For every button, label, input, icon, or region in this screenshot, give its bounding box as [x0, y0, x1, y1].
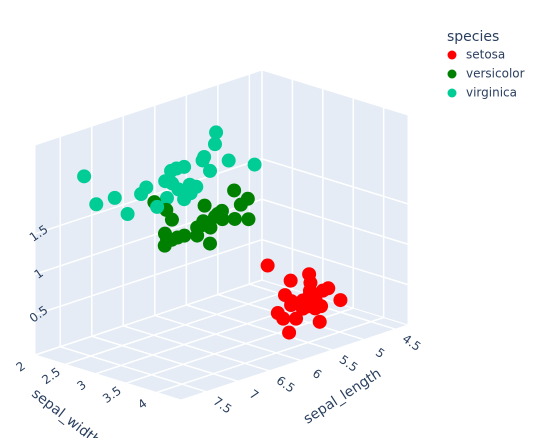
scene-grid: [34, 70, 409, 394]
y-tick-label: 3.5: [100, 384, 124, 406]
legend-title: species: [447, 29, 499, 45]
point: [289, 311, 304, 326]
point: [182, 177, 197, 192]
x-tick-label: 6: [310, 366, 324, 382]
y-tick-label: 2.5: [39, 365, 63, 387]
legend-label[interactable]: versicolor: [466, 67, 525, 81]
z-grid-line: [261, 158, 409, 205]
point: [247, 157, 262, 172]
point: [321, 281, 336, 296]
point: [312, 314, 327, 329]
point: [164, 212, 179, 227]
y-tick-label: 2: [14, 359, 28, 375]
y-grid-line: [95, 298, 324, 375]
point: [209, 125, 224, 140]
point: [77, 169, 92, 184]
point: [227, 183, 242, 198]
point: [120, 206, 135, 221]
point: [207, 137, 222, 152]
point: [301, 299, 316, 314]
point: [284, 298, 299, 313]
point: [203, 163, 217, 178]
point: [157, 226, 172, 241]
point: [190, 228, 205, 243]
x-tick-label: 5: [373, 345, 387, 361]
point: [150, 199, 165, 214]
point: [314, 299, 329, 314]
y-grid-line: [34, 279, 263, 356]
point: [169, 161, 184, 176]
legend-label[interactable]: virginica: [466, 86, 517, 100]
point: [157, 238, 172, 253]
point: [241, 212, 256, 227]
point: [139, 180, 154, 195]
y-tick-label: 3: [74, 377, 88, 393]
point: [177, 192, 192, 207]
legend-marker[interactable]: [447, 88, 457, 98]
point: [207, 209, 222, 224]
z-grid-line: [34, 158, 263, 235]
point: [159, 191, 174, 206]
point: [302, 267, 317, 282]
x-tick-label: 6.5: [274, 373, 298, 395]
legend-label[interactable]: setosa: [466, 48, 505, 62]
z-grid-line: [261, 198, 409, 245]
point: [107, 190, 122, 205]
z-grid-line: [261, 238, 409, 286]
x-tick-label: 7: [247, 387, 261, 403]
point: [158, 174, 173, 189]
scene-walls: [33, 69, 410, 401]
point: [89, 197, 104, 212]
y-grid-line: [156, 316, 384, 394]
points: [77, 125, 348, 340]
point: [282, 325, 297, 340]
point: [195, 153, 210, 168]
point: [203, 236, 217, 251]
point: [170, 230, 185, 245]
x-tick-label: 5.5: [337, 352, 361, 374]
y-axis-title: sepal_width: [28, 386, 103, 438]
point: [260, 258, 275, 273]
legend-marker[interactable]: [447, 69, 457, 79]
y-grid-line: [65, 288, 293, 366]
legend-marker[interactable]: [447, 50, 457, 60]
point: [197, 198, 212, 213]
point: [227, 211, 242, 226]
y-tick-label: 4: [135, 396, 149, 412]
x-tick-label: 4.5: [400, 332, 424, 354]
point: [195, 218, 210, 233]
legend: species setosa versicolor virginica: [447, 29, 525, 100]
x-tick-label: 7.5: [211, 394, 235, 416]
point: [276, 311, 291, 326]
point: [283, 273, 298, 288]
point: [221, 153, 236, 168]
point: [233, 197, 248, 212]
point: [333, 293, 348, 308]
z-grid-line: [34, 238, 263, 316]
